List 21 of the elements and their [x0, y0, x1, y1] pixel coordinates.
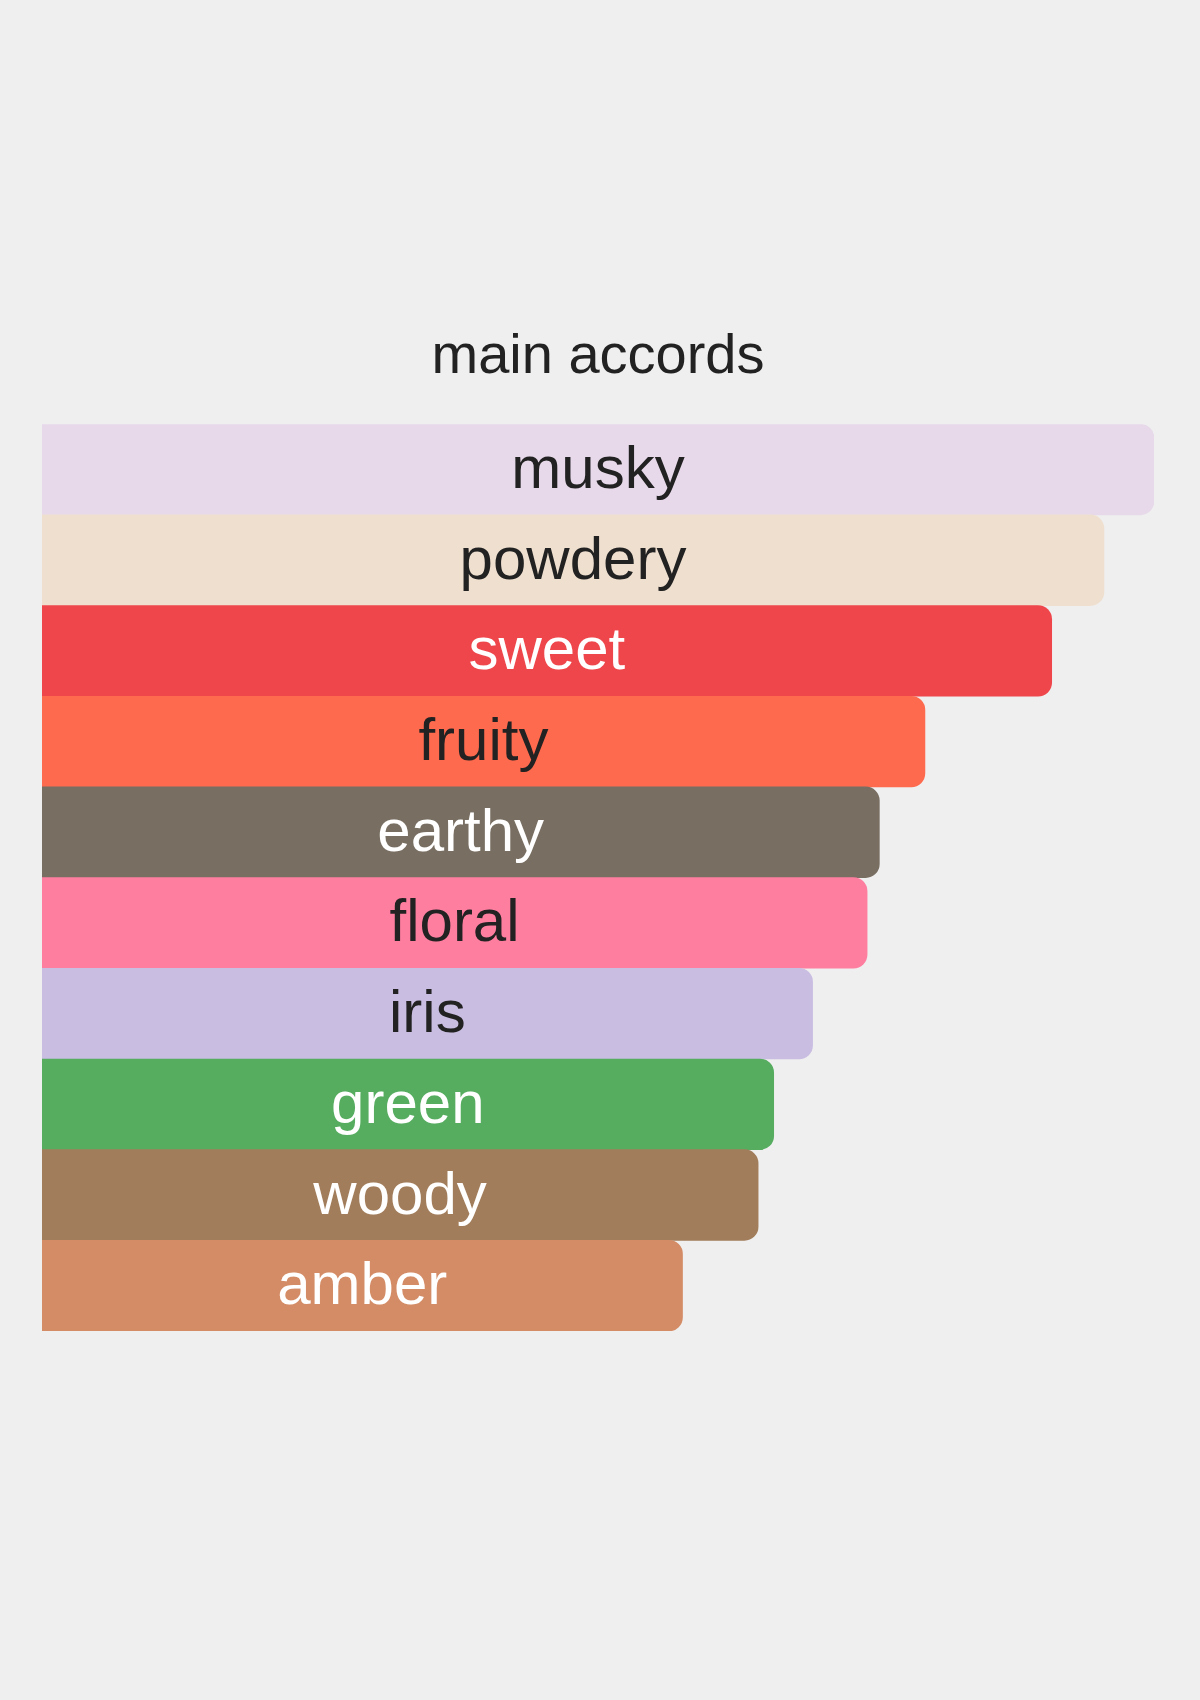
chart-title: main accords: [431, 322, 765, 386]
bar: [42, 605, 1053, 697]
bar: [42, 1058, 775, 1150]
y-tick-label: powdery: [459, 524, 687, 592]
bar: [42, 1239, 683, 1331]
bar: [42, 967, 813, 1060]
y-tick-label: musky: [511, 434, 685, 502]
y-tick-label: green: [331, 1068, 485, 1136]
bar: [42, 877, 868, 969]
y-tick-label: floral: [389, 887, 520, 955]
y-tick-label: amber: [277, 1250, 448, 1318]
y-tick-label: fruity: [418, 706, 549, 774]
bar: [42, 695, 926, 788]
y-tick-label: earthy: [377, 796, 545, 864]
bar: [42, 514, 1105, 606]
bar: [42, 424, 1154, 516]
y-tick-label: iris: [388, 978, 466, 1046]
bar: [42, 1149, 759, 1241]
y-tick-label: sweet: [468, 615, 626, 683]
y-tick-label: woody: [312, 1159, 487, 1227]
bar: [42, 786, 880, 878]
